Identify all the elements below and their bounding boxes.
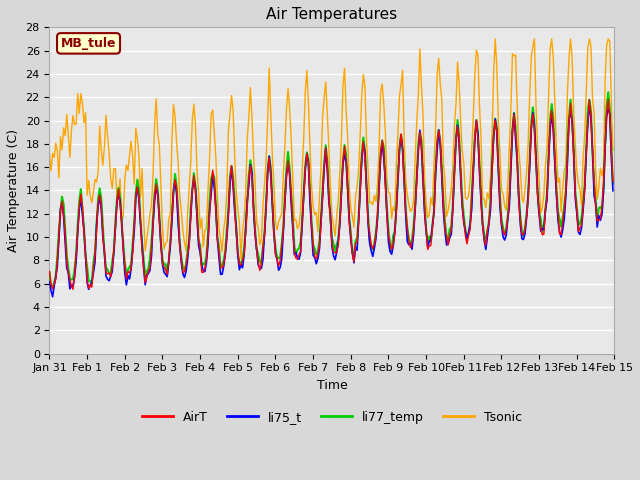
- li75_t: [45, 279, 53, 285]
- AirT: [579, 205, 587, 211]
- Tsonic: [237, 256, 244, 262]
- li77_temp: [579, 200, 587, 205]
- AirT: [294, 256, 301, 262]
- li75_t: [579, 207, 587, 213]
- Tsonic: [214, 193, 221, 199]
- AirT: [234, 249, 242, 255]
- Tsonic: [492, 36, 499, 42]
- li75_t: [586, 103, 593, 108]
- li77_temp: [47, 285, 55, 290]
- Line: li77_temp: li77_temp: [49, 92, 613, 288]
- li77_temp: [45, 269, 53, 275]
- li77_temp: [116, 194, 124, 200]
- Text: MB_tule: MB_tule: [61, 37, 116, 50]
- li77_temp: [215, 244, 223, 250]
- AirT: [243, 204, 251, 209]
- AirT: [45, 269, 53, 275]
- AirT: [604, 96, 612, 102]
- li75_t: [116, 198, 124, 204]
- Tsonic: [294, 226, 301, 232]
- li77_temp: [234, 251, 242, 257]
- li75_t: [294, 255, 301, 261]
- AirT: [609, 179, 617, 184]
- li75_t: [49, 294, 56, 300]
- li77_temp: [609, 180, 617, 186]
- li75_t: [215, 255, 223, 261]
- AirT: [69, 287, 77, 292]
- AirT: [215, 249, 223, 255]
- li75_t: [609, 188, 617, 193]
- li75_t: [243, 198, 251, 204]
- Tsonic: [45, 150, 53, 156]
- Y-axis label: Air Temperature (C): Air Temperature (C): [7, 129, 20, 252]
- Line: li75_t: li75_t: [49, 106, 613, 297]
- Line: Tsonic: Tsonic: [49, 39, 613, 259]
- Title: Air Temperatures: Air Temperatures: [266, 7, 397, 22]
- li75_t: [234, 252, 242, 258]
- li77_temp: [243, 199, 251, 204]
- Tsonic: [232, 190, 240, 195]
- AirT: [116, 202, 124, 207]
- X-axis label: Time: Time: [317, 379, 348, 392]
- Tsonic: [581, 133, 589, 139]
- Tsonic: [609, 147, 617, 153]
- li77_temp: [604, 89, 612, 95]
- Legend: AirT, li75_t, li77_temp, Tsonic: AirT, li75_t, li77_temp, Tsonic: [137, 406, 527, 429]
- Tsonic: [115, 195, 122, 201]
- Tsonic: [243, 136, 251, 142]
- Line: AirT: AirT: [49, 99, 613, 289]
- li77_temp: [294, 247, 301, 252]
